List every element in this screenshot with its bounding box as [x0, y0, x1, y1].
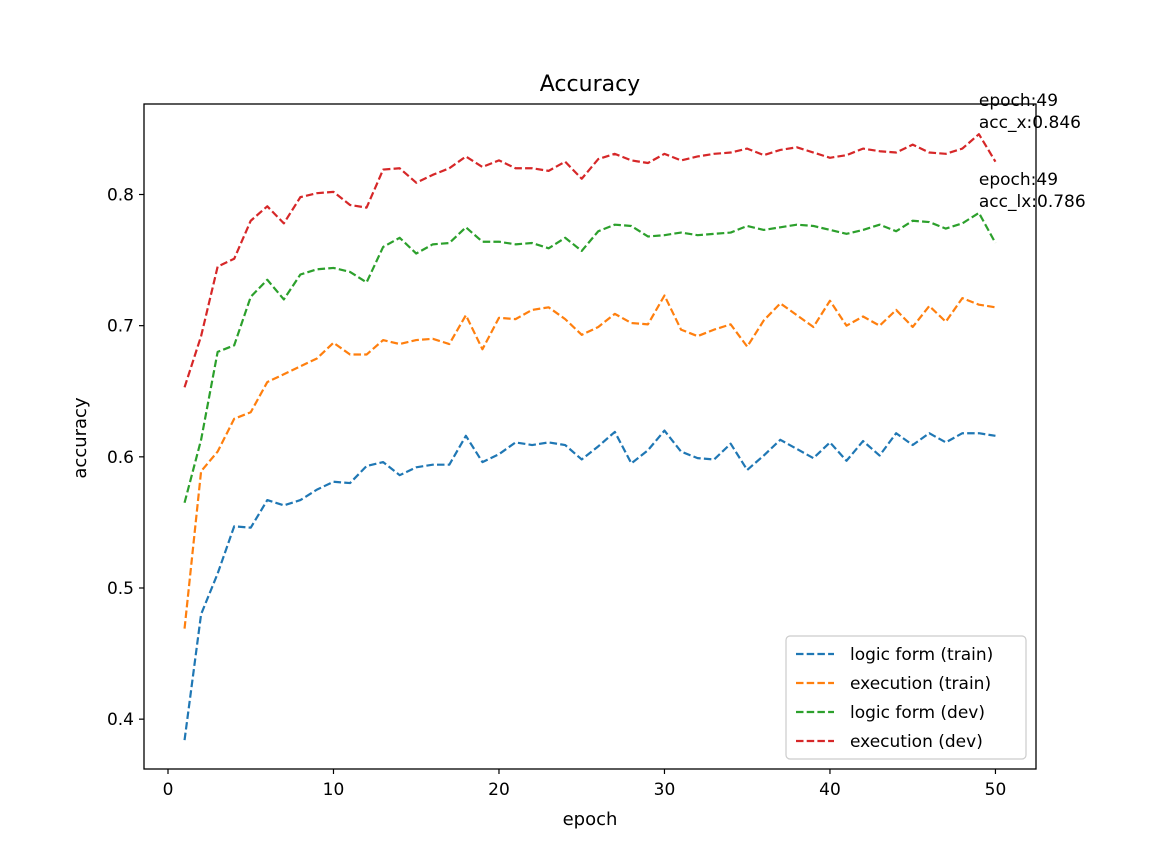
annotation-line: acc_lx:0.786: [979, 192, 1086, 212]
x-tick-label: 0: [163, 780, 174, 800]
legend-label: logic form (train): [850, 645, 993, 665]
x-tick-label: 30: [654, 780, 676, 800]
x-tick-label: 50: [985, 780, 1007, 800]
legend-box: [785, 635, 1027, 760]
y-tick-label: 0.7: [107, 317, 134, 337]
legend-label: execution (dev): [850, 732, 983, 752]
x-tick-label: 40: [819, 780, 841, 800]
x-axis-label: epoch: [563, 809, 618, 830]
series-line-2: [183, 211, 997, 504]
series-line-0: [183, 429, 996, 741]
legend-label: execution (train): [850, 674, 991, 694]
annotation-line: epoch:49: [979, 170, 1058, 190]
y-axis-label: accuracy: [70, 397, 91, 479]
x-tick-label: 10: [323, 780, 345, 800]
series-layer: [183, 133, 997, 741]
chart-title: Accuracy: [540, 72, 640, 97]
axes-layer: 0 10 20 30 40 50 0.4 0.5 0.6 0.7 0.8: [107, 103, 1037, 800]
legend-label: logic form (dev): [850, 703, 985, 723]
series-line-3: [183, 133, 997, 388]
series-line-1: [183, 294, 996, 629]
annotation-line: epoch:49: [979, 91, 1058, 111]
annotation-line: acc_x:0.846: [979, 113, 1081, 133]
y-tick-label: 0.4: [107, 710, 134, 730]
plot-frame: [143, 103, 1037, 770]
y-tick-label: 0.6: [107, 448, 134, 468]
legend: logic form (train) execution (train) logic…: [785, 635, 1027, 760]
y-tick-label: 0.8: [107, 186, 134, 206]
y-tick-label: 0.5: [107, 579, 134, 599]
x-tick-label: 20: [488, 780, 510, 800]
